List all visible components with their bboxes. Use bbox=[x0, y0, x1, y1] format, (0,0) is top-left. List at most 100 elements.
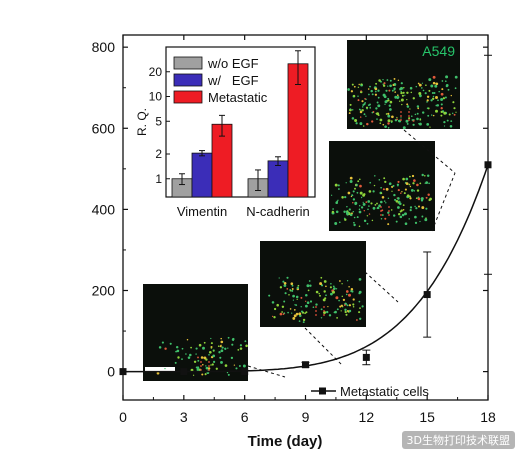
cell-speck bbox=[337, 184, 340, 187]
inset-y-axis-label: R. Q. bbox=[135, 108, 149, 136]
cell-speck bbox=[358, 300, 361, 303]
cell-speck bbox=[421, 82, 424, 84]
cell-speck bbox=[343, 304, 346, 306]
cell-speck bbox=[202, 346, 205, 350]
cell-speck bbox=[368, 190, 372, 193]
cell-speck bbox=[392, 184, 395, 187]
cell-speck bbox=[334, 222, 338, 225]
cell-speck bbox=[190, 346, 192, 349]
cell-speck bbox=[433, 92, 436, 94]
cell-speck bbox=[224, 347, 227, 350]
cell-speck bbox=[357, 99, 360, 102]
cell-speck bbox=[387, 211, 390, 214]
cell-speck bbox=[357, 86, 360, 89]
cell-speck bbox=[343, 217, 346, 220]
cell-speck bbox=[383, 82, 386, 85]
inset-y-tick-label: 5 bbox=[155, 114, 162, 128]
inset-legend-label: w/ EGF bbox=[207, 73, 259, 88]
cell-speck bbox=[388, 182, 392, 186]
cell-speck bbox=[164, 367, 166, 370]
cell-speck bbox=[349, 180, 353, 183]
cell-speck bbox=[318, 292, 320, 295]
cell-speck bbox=[212, 360, 216, 364]
cell-speck bbox=[293, 309, 296, 311]
cell-speck bbox=[402, 91, 405, 94]
cell-speck bbox=[418, 92, 422, 95]
cell-speck bbox=[400, 98, 404, 102]
cell-speck bbox=[440, 114, 443, 117]
cell-speck bbox=[326, 310, 329, 314]
inset-legend-label: w/o EGF bbox=[207, 56, 259, 71]
cell-speck bbox=[420, 197, 424, 201]
cell-speck bbox=[408, 183, 411, 186]
cell-speck bbox=[426, 107, 429, 109]
cell-speck bbox=[196, 366, 200, 369]
cell-speck bbox=[397, 180, 400, 183]
cell-speck bbox=[430, 99, 433, 102]
cell-speck bbox=[388, 89, 391, 92]
cell-speck bbox=[282, 280, 285, 283]
cell-speck bbox=[339, 280, 341, 282]
cell-speck bbox=[366, 215, 369, 217]
cell-speck bbox=[358, 278, 362, 281]
cell-speck bbox=[296, 286, 299, 289]
cell-speck bbox=[367, 208, 369, 211]
cell-speck bbox=[378, 204, 381, 208]
cell-speck bbox=[220, 337, 222, 340]
cell-speck bbox=[362, 125, 365, 127]
cell-speck bbox=[295, 312, 299, 316]
cell-speck bbox=[315, 303, 318, 306]
cell-speck bbox=[364, 102, 367, 104]
cell-speck bbox=[358, 311, 361, 314]
cell-speck bbox=[440, 98, 444, 101]
cell-speck bbox=[361, 305, 364, 308]
cell-speck bbox=[288, 294, 290, 296]
micrograph-day9 bbox=[143, 284, 248, 381]
cell-speck bbox=[208, 350, 212, 354]
cell-speck bbox=[429, 126, 431, 128]
cell-speck bbox=[292, 294, 295, 298]
cell-speck bbox=[359, 307, 361, 309]
cell-speck bbox=[369, 85, 371, 88]
micrograph-day12 bbox=[260, 241, 366, 327]
cell-speck bbox=[406, 103, 409, 106]
cell-speck bbox=[359, 122, 363, 126]
inset-y-tick-label: 20 bbox=[149, 65, 163, 79]
cell-speck bbox=[359, 116, 362, 118]
cell-speck bbox=[320, 276, 323, 279]
x-tick-label: 9 bbox=[302, 409, 310, 425]
cell-speck bbox=[376, 202, 378, 205]
cell-speck bbox=[406, 122, 409, 125]
cell-speck bbox=[283, 281, 287, 285]
cell-speck bbox=[400, 192, 402, 195]
cell-speck bbox=[237, 349, 240, 351]
cell-speck bbox=[343, 210, 346, 214]
cell-speck bbox=[348, 309, 352, 313]
cell-speck bbox=[208, 353, 210, 356]
cell-speck bbox=[356, 191, 359, 194]
cell-speck bbox=[350, 90, 354, 93]
cell-speck bbox=[415, 207, 418, 210]
cell-speck bbox=[378, 179, 381, 181]
cell-speck bbox=[386, 79, 389, 81]
cell-speck bbox=[445, 75, 449, 79]
cell-speck bbox=[335, 210, 339, 214]
cell-speck bbox=[374, 204, 377, 206]
cell-speck bbox=[419, 118, 422, 121]
cell-speck bbox=[389, 108, 392, 111]
cell-speck bbox=[380, 218, 383, 220]
cell-speck bbox=[436, 104, 440, 107]
cell-speck bbox=[363, 113, 366, 116]
cell-speck bbox=[282, 313, 285, 315]
cell-speck bbox=[376, 207, 379, 210]
cell-speck bbox=[412, 97, 415, 100]
cell-speck bbox=[358, 225, 361, 228]
cell-speck bbox=[402, 209, 405, 211]
cell-speck bbox=[403, 192, 406, 195]
cell-speck bbox=[330, 194, 333, 196]
cell-speck bbox=[383, 200, 386, 202]
cell-speck bbox=[358, 178, 361, 181]
cell-speck bbox=[332, 285, 335, 288]
cell-speck bbox=[227, 336, 230, 339]
cell-speck bbox=[443, 120, 446, 124]
